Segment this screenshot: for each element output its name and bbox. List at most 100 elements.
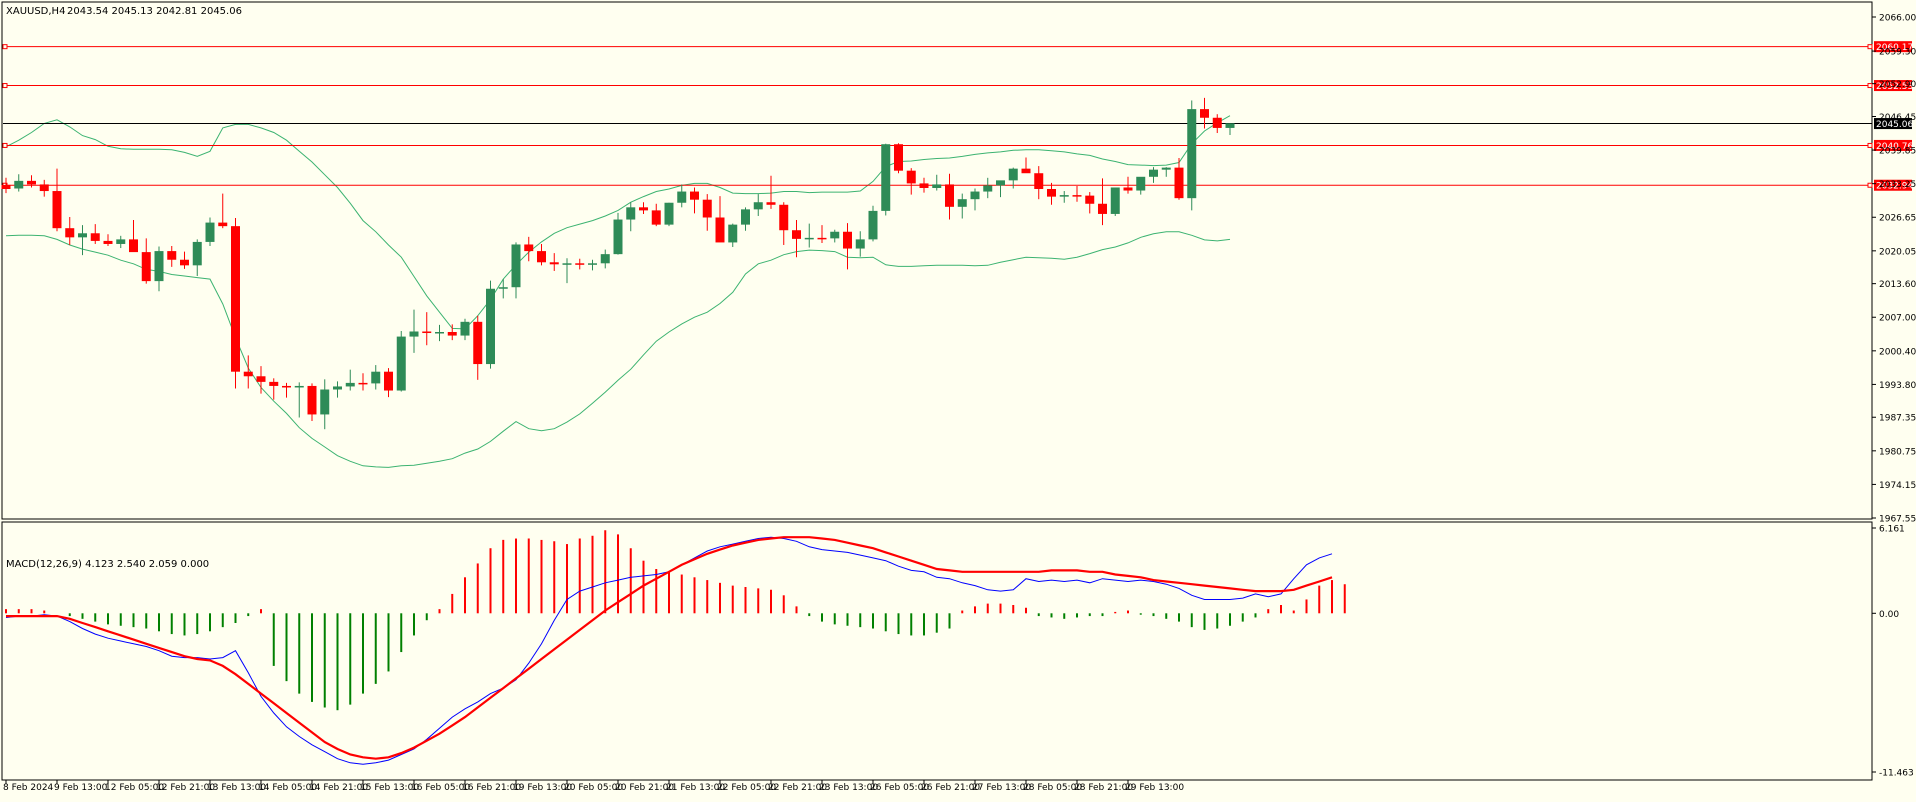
candle-body-bear [945, 184, 954, 207]
candle-body-bear [651, 210, 661, 225]
price-tick-label: 1980.75 [1879, 447, 1916, 457]
candle-body-bear [180, 259, 189, 266]
time-tick-label: 19 Feb 13:00 [513, 783, 572, 793]
candle-body-bear [537, 251, 546, 263]
candle-body-bear [1047, 189, 1056, 197]
candle-body-bear [1034, 173, 1044, 190]
macd-tick-label: 0.00 [1879, 610, 1899, 620]
candle-body-bull [498, 287, 508, 289]
level-price-label: 2032.94 [1876, 182, 1913, 192]
price-tick-label: 2020.05 [1879, 247, 1916, 257]
candle-body-bear [575, 263, 585, 265]
candle-body-bull [881, 144, 891, 211]
candle-body-bear [1085, 195, 1095, 204]
price-tick-label: 2059.30 [1879, 48, 1916, 58]
candle-body-bear [639, 207, 648, 211]
candle-body-bull [728, 224, 738, 243]
level-price-label: 2060.17 [1876, 43, 1913, 53]
candle-body-bear [141, 252, 151, 282]
candle-body-bear [65, 228, 75, 238]
candle-body-bull [957, 199, 967, 207]
candle-body-bear [307, 385, 317, 415]
price-tick-label: 1974.15 [1879, 481, 1916, 491]
candle-body-bear [792, 230, 801, 239]
candle-body-bull [460, 321, 470, 336]
current-price-tag [1874, 118, 1912, 130]
candle-body-bull [511, 244, 521, 288]
candle-body-bear [549, 262, 559, 265]
candle-body-bull [1149, 169, 1158, 177]
time-tick-label: 28 Feb 21:00 [1074, 783, 1133, 793]
candle-body-bull [435, 332, 444, 334]
time-tick-label: 26 Feb 21:00 [921, 783, 980, 793]
candle-body-bull [868, 210, 878, 240]
candle-body-bull [192, 241, 202, 266]
candle-body-bull [753, 202, 763, 210]
candle-body-bear [269, 381, 279, 386]
candle-body-bear [282, 385, 291, 388]
candle-body-bull [1225, 123, 1235, 128]
bb-lower-line [5, 231, 1231, 468]
time-tick-label: 9 Feb 13:00 [54, 783, 108, 793]
candle-body-bear [702, 199, 712, 218]
candle-body-bull [970, 191, 980, 200]
level-handle-right [1867, 83, 1873, 89]
time-tick-label: 16 Feb 21:00 [462, 783, 521, 793]
candle-body-bear [243, 371, 253, 377]
candle-body-bear [1212, 117, 1222, 128]
bb-upper-line [5, 115, 1231, 330]
candle-body-bull [116, 239, 126, 244]
level-handle-left [2, 44, 8, 50]
main-pane-frame [1, 1, 1873, 520]
candle-body-bull [1008, 168, 1018, 181]
candle-body-bull [626, 207, 636, 220]
candle-body-bull [154, 251, 164, 282]
level-handle-right [1867, 44, 1873, 50]
candle-body-bull [320, 389, 330, 415]
candle-body-bear [27, 180, 36, 185]
candle-body-bull [562, 263, 572, 265]
candles [1, 97, 1235, 430]
candle-body-bear [256, 376, 266, 382]
candle-body-bull [932, 184, 942, 188]
price-tick-label: 2039.85 [1879, 147, 1916, 157]
candle-body-bull [345, 382, 355, 387]
level-handle-right [1867, 142, 1873, 148]
ohlc-label: 2043.54 2045.13 2042.81 2045.06 [67, 6, 242, 17]
level-handle-right [1867, 182, 1873, 188]
time-tick-label: 27 Feb 13:00 [972, 783, 1031, 793]
time-tick-label: 29 Feb 13:00 [1125, 783, 1184, 793]
candle-body-bull [14, 180, 24, 189]
candle-body-bull [804, 237, 814, 240]
macd-indicator: 6.161 0.00 -11.463 [5, 525, 1914, 779]
price-tick-label: 2000.40 [1879, 347, 1916, 357]
symbol-label: XAUUSD,H4 [6, 6, 65, 17]
candle-body-bear [103, 240, 113, 244]
candle-body-bull [1059, 195, 1069, 197]
candle-body-bear [715, 217, 725, 243]
candle-body-bull [983, 185, 993, 192]
time-tick-label: 20 Feb 05:00 [564, 783, 623, 793]
price-tick-label: 2046.45 [1879, 113, 1916, 123]
candle-body-bear [1072, 195, 1082, 197]
candle-body-bear [919, 183, 929, 188]
price-tick-label: 1967.55 [1879, 515, 1916, 525]
time-tick-label: 21 Feb 13:00 [666, 783, 725, 793]
macd-tick-label: 6.161 [1879, 525, 1905, 535]
candle-body-bull [1110, 187, 1120, 214]
time-tick-label: 22 Feb 05:00 [717, 783, 776, 793]
candle-body-bear [1021, 168, 1031, 174]
time-tick-label: 15 Feb 13:00 [360, 783, 419, 793]
level-price-label: 2040.76 [1876, 142, 1913, 152]
candle-body-bear [766, 202, 776, 205]
candle-body-bear [1, 184, 11, 190]
candle-body-bear [167, 251, 177, 260]
candle-body-bear [52, 191, 62, 229]
candle-body-bear [39, 184, 49, 192]
time-tick-label: 16 Feb 05:00 [411, 783, 470, 793]
candle-body-bear [690, 191, 699, 200]
candle-body-bull [294, 385, 304, 388]
